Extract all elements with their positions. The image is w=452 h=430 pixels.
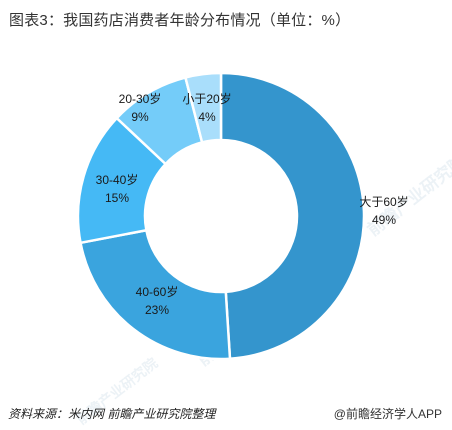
slice-value-label: 15%: [105, 191, 129, 205]
donut-slices: [76, 71, 366, 361]
slice-labels: 大于60岁 49% 40-60岁 23% 30-40岁 15% 20-30岁 9% 小于20岁 4…: [96, 91, 409, 317]
brand-credit: @前瞻经济学人APP: [333, 407, 442, 421]
source-note: 资料来源：米内网 前瞻产业研究院整理: [8, 407, 216, 421]
slice-value-label: 23%: [145, 303, 169, 317]
slice-value-label: 49%: [372, 213, 396, 227]
slice-category-label: 20-30岁: [119, 91, 162, 106]
chart-title: 图表3：我国药店消费者年龄分布情况（单位：%）: [9, 12, 351, 29]
slice-category-label: 小于20岁: [182, 91, 231, 106]
donut-slice-1: [79, 228, 232, 361]
donut-slice-4: [183, 71, 223, 144]
slice-category-label: 大于60岁: [359, 194, 408, 209]
slice-category-label: 40-60岁: [136, 284, 179, 299]
slice-value-label: 9%: [131, 110, 149, 124]
donut-slice-0: [219, 71, 366, 361]
slice-category-label: 30-40岁: [96, 172, 139, 187]
slice-value-label: 4%: [198, 110, 216, 124]
